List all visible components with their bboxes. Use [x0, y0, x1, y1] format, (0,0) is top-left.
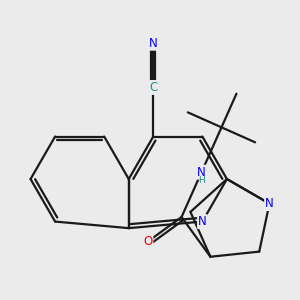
Text: O: O — [143, 235, 152, 248]
Text: N: N — [198, 215, 207, 228]
Text: C: C — [149, 81, 158, 94]
Text: N: N — [149, 37, 158, 50]
Text: H: H — [198, 176, 205, 185]
Text: N: N — [265, 197, 274, 210]
Text: N: N — [197, 166, 206, 179]
